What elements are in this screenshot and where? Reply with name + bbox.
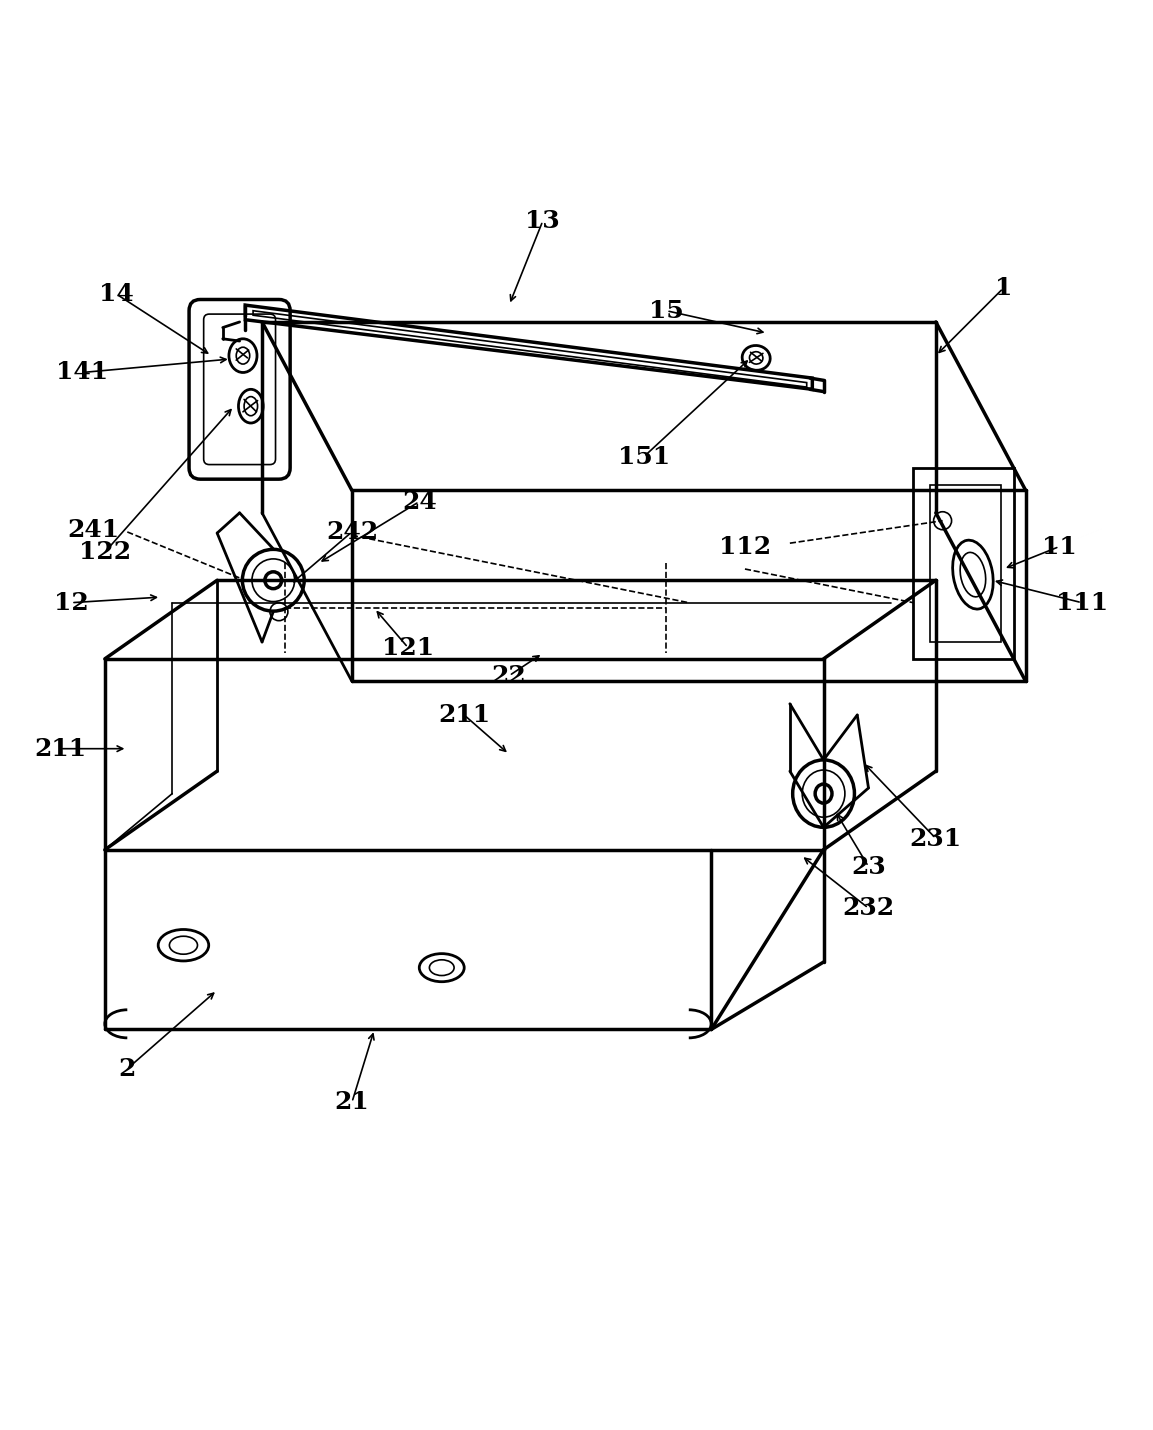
Text: 24: 24	[402, 489, 437, 513]
Text: 151: 151	[618, 445, 670, 469]
Text: 241: 241	[68, 518, 120, 542]
Text: 22: 22	[491, 664, 527, 688]
Text: 13: 13	[526, 209, 560, 233]
Text: 1: 1	[995, 276, 1012, 300]
Text: 111: 111	[1056, 591, 1108, 615]
Text: 112: 112	[718, 535, 771, 559]
Text: 141: 141	[56, 360, 108, 385]
Text: 11: 11	[1042, 535, 1077, 559]
Text: 211: 211	[438, 704, 490, 726]
Text: 242: 242	[326, 521, 378, 543]
Text: 211: 211	[33, 736, 86, 761]
Text: 231: 231	[910, 827, 962, 851]
Text: 232: 232	[843, 897, 895, 919]
Text: 2: 2	[119, 1057, 136, 1081]
Text: 12: 12	[54, 591, 89, 615]
Text: 23: 23	[851, 855, 886, 878]
Text: 121: 121	[382, 635, 435, 659]
Text: 14: 14	[99, 282, 134, 306]
Text: 122: 122	[78, 541, 131, 565]
Text: 21: 21	[334, 1091, 369, 1114]
Text: 15: 15	[649, 299, 684, 323]
